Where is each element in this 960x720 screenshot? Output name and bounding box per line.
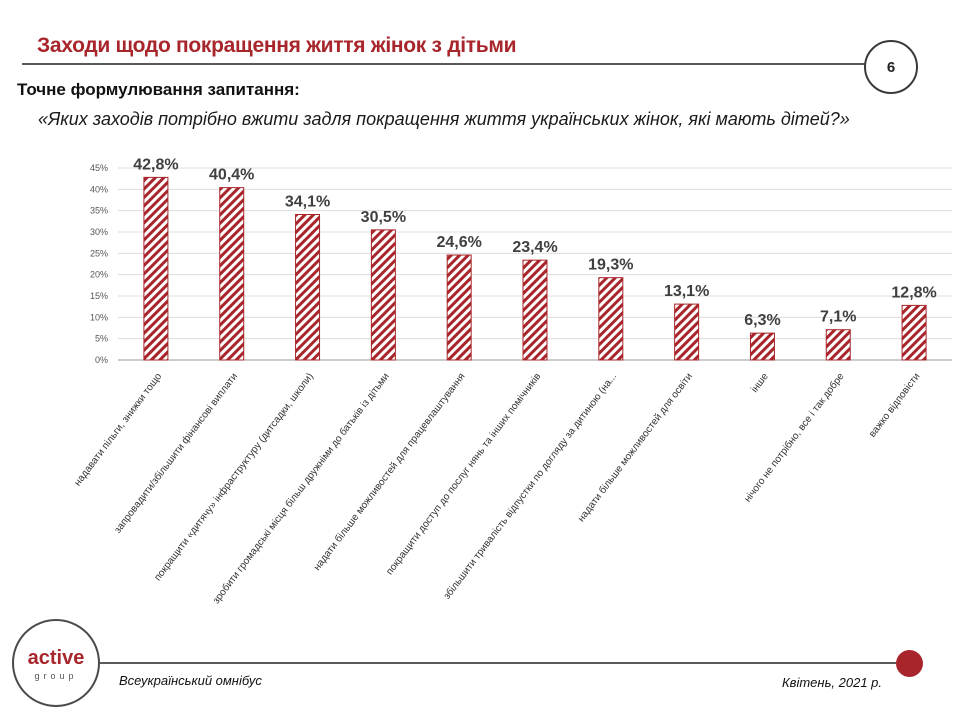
company-logo: active group	[12, 619, 100, 707]
decorative-dot	[896, 650, 923, 677]
y-tick-label: 5%	[95, 334, 108, 344]
bar	[901, 304, 927, 361]
y-tick-label: 25%	[90, 248, 108, 258]
bar	[446, 254, 472, 361]
page-number-badge: 6	[864, 40, 918, 94]
x-tick-label: покращити «дитячу» інфраструктуру (дитса…	[152, 371, 316, 583]
bar	[825, 329, 851, 361]
logo-subtext: group	[34, 671, 78, 681]
data-label: 12,8%	[891, 284, 936, 301]
data-label: 34,1%	[285, 194, 330, 211]
bar	[370, 229, 396, 361]
data-label: 7,1%	[820, 309, 856, 326]
header-divider	[22, 63, 867, 65]
survey-date: Квітень, 2021 р.	[782, 675, 882, 690]
logo-word: active	[27, 647, 85, 669]
data-label: 19,3%	[588, 257, 633, 274]
question-label: Точне формулювання запитання:	[17, 80, 300, 99]
x-tick-label: інше	[749, 371, 771, 395]
bar	[219, 187, 245, 361]
bar	[749, 332, 775, 361]
x-tick-label: покращити доступ до послуг нянь та інших…	[384, 371, 543, 577]
data-label: 40,4%	[209, 167, 254, 184]
bar	[295, 214, 321, 361]
bar-chart: 0% 5% 10% 15% 20% 25% 30% 35% 40% 45% 42,8% надава…	[72, 156, 952, 607]
y-tick-label: 30%	[90, 227, 108, 237]
y-tick-label: 0%	[95, 355, 108, 365]
y-tick-label: 20%	[90, 270, 108, 280]
y-tick-label: 40%	[90, 184, 108, 194]
data-label: 30,5%	[361, 209, 406, 226]
question-text: «Яких заходів потрібно вжити задля покра…	[38, 109, 850, 129]
x-tick-label: важко відповісти	[867, 371, 922, 439]
y-tick-label: 35%	[90, 206, 108, 216]
data-label: 13,1%	[664, 283, 709, 300]
bar	[598, 277, 624, 361]
survey-name: Всеукраїнський омнібус	[119, 673, 262, 688]
x-tick-label: надати більше можливостей для працевлашт…	[311, 371, 468, 573]
bar	[522, 259, 548, 361]
x-tick-label: надавати пільги, знижки тощо	[72, 371, 164, 488]
data-label: 23,4%	[512, 239, 557, 256]
page-number: 6	[886, 58, 896, 76]
data-label: 42,8%	[133, 156, 178, 173]
bar	[674, 303, 700, 361]
bar	[143, 176, 169, 361]
x-tick-label: зробити громадські місця більш дружніми …	[210, 371, 392, 607]
data-label: 6,3%	[744, 312, 780, 329]
x-tick-label: збільшити тривалість відпустки по догляд…	[441, 371, 619, 602]
footer-divider	[96, 662, 896, 664]
data-label: 24,6%	[436, 234, 481, 251]
y-tick-label: 10%	[90, 312, 108, 322]
y-tick-label: 45%	[90, 163, 108, 173]
y-tick-label: 15%	[90, 291, 108, 301]
page-title: Заходи щодо покращення життя жінок з діт…	[37, 34, 517, 57]
x-tick-label: запровадити/збільшити фінансові виплати	[112, 371, 240, 536]
